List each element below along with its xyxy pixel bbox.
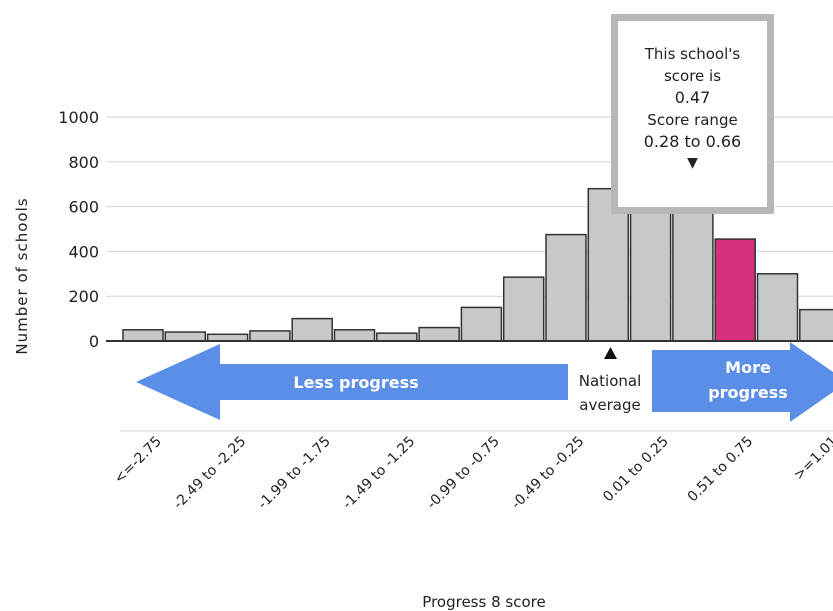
national-average-marker bbox=[604, 347, 617, 359]
y-tick-labels: 0 200 400 600 800 1000 bbox=[58, 108, 99, 351]
y-axis-title: Number of schools bbox=[13, 197, 31, 354]
x-axis-title: Progress 8 score bbox=[422, 593, 545, 611]
bar bbox=[545, 233, 587, 342]
bar bbox=[206, 333, 249, 342]
x-category-label: -1.49 to -1.25 bbox=[340, 434, 419, 513]
bar bbox=[460, 306, 503, 342]
x-category-label: -0.99 to -0.75 bbox=[424, 434, 503, 513]
tooltip-range-value: 0.28 to 0.66 bbox=[643, 132, 742, 151]
x-category-label: 0.51 to 0.75 bbox=[685, 434, 757, 506]
x-category-label: -1.99 to -1.75 bbox=[255, 434, 334, 513]
tooltip-line1: This school's bbox=[644, 45, 741, 63]
y-tick-label: 400 bbox=[68, 242, 99, 261]
national-average-label-line1: National bbox=[579, 372, 642, 390]
x-category-label: -2.49 to -2.25 bbox=[171, 434, 250, 513]
tooltip-line2: score is bbox=[663, 67, 722, 85]
more-progress-arrow bbox=[652, 342, 833, 422]
bar bbox=[249, 330, 291, 342]
bar bbox=[756, 273, 799, 342]
x-category-labels: <=-2.75 -2.49 to -2.25 -1.99 to -1.75 -1.49… bbox=[111, 434, 833, 513]
y-tick-label: 600 bbox=[68, 198, 99, 217]
tooltip-score-value: 0.47 bbox=[674, 88, 711, 107]
bar bbox=[333, 329, 376, 342]
x-category-label: >=1.01 bbox=[791, 434, 833, 484]
bar bbox=[672, 193, 714, 342]
bar bbox=[291, 317, 333, 342]
y-tick-label: 0 bbox=[89, 332, 99, 351]
bar bbox=[502, 276, 545, 342]
bar bbox=[376, 332, 418, 342]
bar bbox=[629, 193, 672, 342]
more-progress-label-line1: More bbox=[725, 358, 771, 377]
x-category-label: 0.01 to 0.25 bbox=[600, 434, 672, 506]
y-tick-label: 200 bbox=[68, 287, 99, 306]
bars bbox=[122, 187, 833, 342]
x-category-label: -0.49 to -0.25 bbox=[509, 434, 588, 513]
less-progress-arrow bbox=[136, 344, 568, 420]
y-tick-label: 1000 bbox=[58, 108, 99, 127]
bar bbox=[122, 329, 164, 342]
tooltip-range-label: Score range bbox=[647, 111, 738, 129]
tooltip-down-arrow-icon: ▼ bbox=[687, 155, 698, 171]
school-score-tooltip: This school's score is 0.47 Score range … bbox=[611, 14, 774, 214]
bar bbox=[418, 326, 460, 342]
bar-highlighted-school bbox=[714, 238, 756, 342]
x-category-label: <=-2.75 bbox=[111, 434, 165, 488]
bar bbox=[799, 308, 833, 342]
more-progress-label-line2: progress bbox=[708, 383, 788, 402]
national-average-label-line2: average bbox=[579, 396, 640, 414]
bar bbox=[164, 331, 207, 342]
less-progress-label: Less progress bbox=[293, 373, 418, 392]
y-tick-label: 800 bbox=[68, 153, 99, 172]
